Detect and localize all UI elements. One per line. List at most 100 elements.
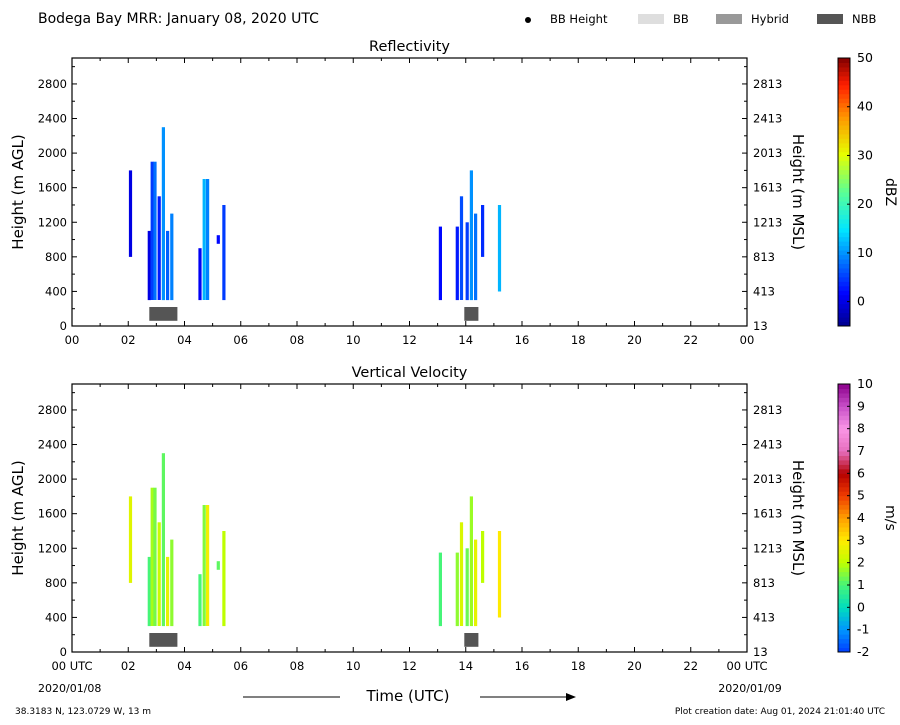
colorbar-segment <box>838 294 850 300</box>
y2-tick-label: 2413 <box>753 112 782 126</box>
x-tick-label: 18 <box>571 659 586 673</box>
y-tick-label: 2000 <box>38 146 67 160</box>
colorbar-segment <box>838 205 850 211</box>
colorbar-segment <box>838 299 850 305</box>
y-tick-label: 1200 <box>38 541 67 555</box>
end-date-label: 2020/01/09 <box>718 682 781 695</box>
y2-tick-label: 1213 <box>753 541 782 555</box>
x-tick-label: 10 <box>346 333 361 347</box>
echo-cell <box>438 552 442 627</box>
colorbar-segment <box>838 522 850 528</box>
x-tick-label: 00 <box>65 333 80 347</box>
colorbar-tick-label: 9 <box>857 398 865 413</box>
colorbar-segment <box>838 540 850 546</box>
colorbar-tick-label: 10 <box>857 376 873 391</box>
plot-area <box>72 384 747 652</box>
echo-cell <box>465 548 469 627</box>
colorbar-segment <box>838 200 850 206</box>
colorbar-segment <box>838 156 850 162</box>
colorbar-segment <box>838 589 850 595</box>
colorbar-segment <box>838 585 850 590</box>
legend-swatch-hybrid <box>716 14 742 24</box>
colorbar-tick-label: 4 <box>857 510 865 525</box>
colorbar-segment <box>838 111 850 117</box>
colorbar-segment <box>838 250 850 256</box>
colorbar-segment <box>838 142 850 148</box>
colorbar-tick-label: 2 <box>857 555 865 570</box>
panel-title: Vertical Velocity <box>352 365 468 381</box>
echo-cell <box>474 539 478 627</box>
colorbar-segment <box>838 312 850 318</box>
legend-label: NBB <box>852 12 876 26</box>
colorbar-segment <box>838 576 850 582</box>
colorbar-frame <box>837 57 851 327</box>
y2-axis-label: Height (m MSL) <box>789 134 807 250</box>
echo-cell <box>150 487 154 626</box>
colorbar-segment <box>838 272 850 278</box>
colorbar-segment <box>838 89 850 95</box>
colorbar-tick-label: 20 <box>857 196 873 211</box>
colorbar-segment <box>838 553 850 559</box>
y-tick-label: 2400 <box>38 112 67 126</box>
plot-area <box>72 58 747 326</box>
colorbar-segment <box>838 169 850 175</box>
colorbar-segment <box>838 174 850 180</box>
colorbar-segment <box>838 187 850 193</box>
y2-axis-label: Height (m MSL) <box>789 460 807 576</box>
colorbar-segment <box>838 285 850 291</box>
colorbar-segment <box>838 459 850 465</box>
x-tick-label: 20 <box>627 333 642 347</box>
echo-cell <box>469 170 473 301</box>
colorbar-segment <box>838 607 850 613</box>
y-tick-label: 800 <box>45 250 67 264</box>
x-tick-label: 16 <box>515 659 530 673</box>
legend-label: Hybrid <box>751 12 789 26</box>
colorbar-segment <box>838 138 850 144</box>
colorbar-segment <box>838 218 850 224</box>
x-tick-label: 08 <box>290 659 305 673</box>
colorbar-segment <box>838 611 850 617</box>
echo-cell <box>481 531 485 583</box>
colorbar-segment <box>838 455 850 461</box>
echo-cell <box>216 561 220 570</box>
colorbar-segment <box>838 178 850 184</box>
colorbar-segment <box>838 392 850 398</box>
y-tick-label: 400 <box>45 610 67 624</box>
x-tick-label: 04 <box>177 659 192 673</box>
x-tick-label: 04 <box>177 333 192 347</box>
y2-tick-label: 813 <box>753 250 775 264</box>
colorbar-segment <box>838 634 850 640</box>
colorbar-segment <box>838 406 850 412</box>
colorbar-segment <box>838 263 850 269</box>
x-tick-label: 00 <box>740 333 755 347</box>
colorbar-segment <box>838 638 850 644</box>
echo-cell <box>198 248 202 301</box>
echo-cell <box>170 539 174 627</box>
colorbar-tick-label: 5 <box>857 488 865 503</box>
echo-cell <box>474 213 478 301</box>
y2-tick-label: 1613 <box>753 507 782 521</box>
colorbar-segment <box>838 629 850 635</box>
colorbar-segment <box>838 535 850 541</box>
y-tick-label: 2400 <box>38 438 67 452</box>
colorbar-segment <box>838 93 850 99</box>
y-tick-label: 2800 <box>38 403 67 417</box>
y2-tick-label: 13 <box>753 319 768 333</box>
y-tick-label: 0 <box>60 319 67 333</box>
y-tick-label: 1600 <box>38 181 67 195</box>
colorbar-segment <box>838 209 850 215</box>
colorbar-label: m/s <box>882 505 898 531</box>
colorbar-segment <box>838 259 850 264</box>
colorbar-segment <box>838 125 850 130</box>
colorbar-segment <box>838 147 850 153</box>
colorbar-segment <box>838 98 850 104</box>
colorbar-segment <box>838 71 850 77</box>
colorbar-segment <box>838 442 850 448</box>
colorbar-segment <box>838 151 850 157</box>
colorbar-segment <box>838 451 850 456</box>
colorbar-segment <box>838 214 850 220</box>
x-tick-label: 00 UTC <box>51 659 92 673</box>
colorbar-segment <box>838 473 850 479</box>
echo-cell <box>216 235 220 244</box>
legend-label: BB <box>673 12 689 26</box>
